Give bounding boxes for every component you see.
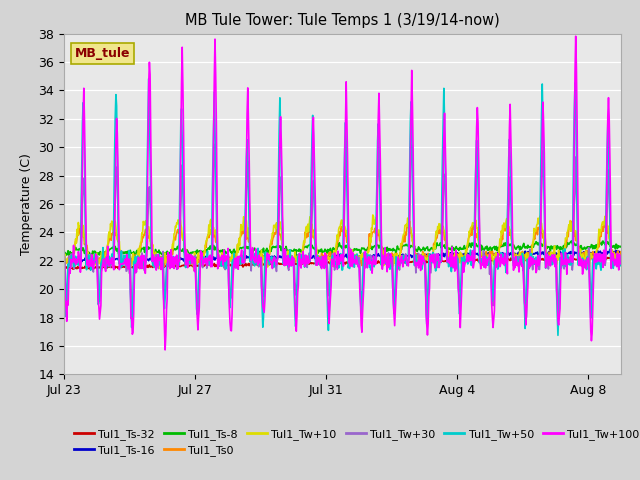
Tul1_Tw+100 <box>572 33 580 39</box>
Tul1_Tw+50 <box>554 333 562 338</box>
Tul1_Ts-8 <box>124 251 132 256</box>
Tul1_Tw+100 <box>617 261 625 267</box>
Line: Tul1_Tw+10: Tul1_Tw+10 <box>64 215 621 270</box>
Tul1_Ts-16 <box>70 259 77 265</box>
Tul1_Ts-32 <box>349 259 357 265</box>
Tul1_Tw+10 <box>190 267 198 273</box>
Line: Tul1_Ts0: Tul1_Ts0 <box>64 220 621 267</box>
Tul1_Ts-8 <box>60 252 68 257</box>
Tul1_Tw+50 <box>124 256 131 262</box>
Tul1_Tw+100 <box>396 260 404 266</box>
Tul1_Ts-16 <box>60 258 68 264</box>
Tul1_Tw+10 <box>369 212 377 218</box>
Tul1_Tw+100 <box>161 347 169 353</box>
Tul1_Tw+10 <box>60 255 68 261</box>
Tul1_Ts0 <box>486 253 494 259</box>
Line: Tul1_Ts-16: Tul1_Ts-16 <box>64 249 621 262</box>
Tul1_Ts-16 <box>486 251 494 256</box>
Tul1_Ts-8 <box>173 244 181 250</box>
Tul1_Tw+10 <box>397 240 404 246</box>
Tul1_Tw+30 <box>617 260 625 265</box>
Tul1_Ts-32 <box>124 264 132 270</box>
Text: MB_tule: MB_tule <box>75 47 131 60</box>
Line: Tul1_Tw+100: Tul1_Tw+100 <box>64 36 621 350</box>
Tul1_Tw+100 <box>173 266 181 272</box>
Tul1_Ts0 <box>124 261 131 266</box>
Tul1_Tw+30 <box>173 263 181 268</box>
Tul1_Ts-8 <box>568 238 575 244</box>
Tul1_Tw+10 <box>135 253 143 259</box>
Tul1_Ts-16 <box>124 257 132 263</box>
Tul1_Tw+100 <box>135 265 143 271</box>
Tul1_Ts-32 <box>580 254 588 260</box>
Tul1_Tw+50 <box>617 263 625 268</box>
Tul1_Ts-32 <box>173 263 181 268</box>
Line: Tul1_Ts-8: Tul1_Ts-8 <box>64 241 621 255</box>
Tul1_Tw+10 <box>124 265 131 271</box>
Tul1_Ts-32 <box>136 264 143 269</box>
Tul1_Ts0 <box>396 250 404 255</box>
Tul1_Ts-32 <box>60 264 68 270</box>
Tul1_Ts-32 <box>396 259 404 265</box>
Tul1_Tw+30 <box>129 318 136 324</box>
Tul1_Tw+50 <box>349 262 357 268</box>
Tul1_Tw+50 <box>486 258 494 264</box>
Tul1_Tw+100 <box>349 250 357 256</box>
Tul1_Ts0 <box>136 243 143 249</box>
Tul1_Ts-32 <box>69 266 77 272</box>
Tul1_Tw+30 <box>397 257 404 263</box>
Tul1_Tw+30 <box>211 141 219 147</box>
Tul1_Ts0 <box>60 260 68 266</box>
Tul1_Tw+50 <box>173 262 181 268</box>
Tul1_Ts-16 <box>617 250 625 256</box>
Legend: Tul1_Ts-32, Tul1_Ts-16, Tul1_Ts-8, Tul1_Ts0, Tul1_Tw+10, Tul1_Tw+30, Tul1_Tw+50,: Tul1_Ts-32, Tul1_Ts-16, Tul1_Ts-8, Tul1_… <box>70 424 640 460</box>
Tul1_Ts-16 <box>136 256 143 262</box>
Tul1_Ts-8 <box>349 248 357 254</box>
Tul1_Ts-16 <box>173 257 181 263</box>
Line: Tul1_Tw+30: Tul1_Tw+30 <box>64 144 621 321</box>
Title: MB Tule Tower: Tule Temps 1 (3/19/14-now): MB Tule Tower: Tule Temps 1 (3/19/14-now… <box>185 13 500 28</box>
Tul1_Tw+50 <box>60 255 68 261</box>
Y-axis label: Temperature (C): Temperature (C) <box>20 153 33 255</box>
Tul1_Tw+50 <box>396 257 404 263</box>
Tul1_Ts0 <box>602 217 610 223</box>
Tul1_Ts-8 <box>486 244 494 250</box>
Tul1_Tw+30 <box>124 260 131 266</box>
Tul1_Tw+30 <box>350 264 358 270</box>
Tul1_Ts-8 <box>617 244 625 250</box>
Tul1_Tw+100 <box>60 256 68 262</box>
Tul1_Ts0 <box>617 249 625 255</box>
Tul1_Tw+10 <box>487 252 495 257</box>
Tul1_Ts-16 <box>396 252 404 257</box>
Tul1_Tw+10 <box>349 255 357 261</box>
Tul1_Ts0 <box>173 228 181 233</box>
Tul1_Ts0 <box>134 264 141 270</box>
Tul1_Ts-8 <box>136 247 143 252</box>
Tul1_Tw+10 <box>617 255 625 261</box>
Tul1_Ts-8 <box>396 246 404 252</box>
Tul1_Tw+30 <box>60 252 68 258</box>
Tul1_Tw+10 <box>173 220 180 226</box>
Tul1_Ts-8 <box>65 252 72 258</box>
Tul1_Tw+100 <box>486 258 494 264</box>
Tul1_Ts-32 <box>617 256 625 262</box>
Line: Tul1_Tw+50: Tul1_Tw+50 <box>64 79 621 336</box>
Tul1_Tw+100 <box>124 263 131 268</box>
Tul1_Ts-16 <box>606 246 614 252</box>
Line: Tul1_Ts-32: Tul1_Ts-32 <box>64 257 621 269</box>
Tul1_Tw+50 <box>135 255 143 261</box>
Tul1_Ts-32 <box>486 256 494 262</box>
Tul1_Tw+30 <box>136 266 143 272</box>
Tul1_Ts-16 <box>349 252 357 258</box>
Tul1_Ts0 <box>349 253 357 259</box>
Tul1_Tw+50 <box>145 76 152 82</box>
Tul1_Tw+30 <box>487 260 495 266</box>
